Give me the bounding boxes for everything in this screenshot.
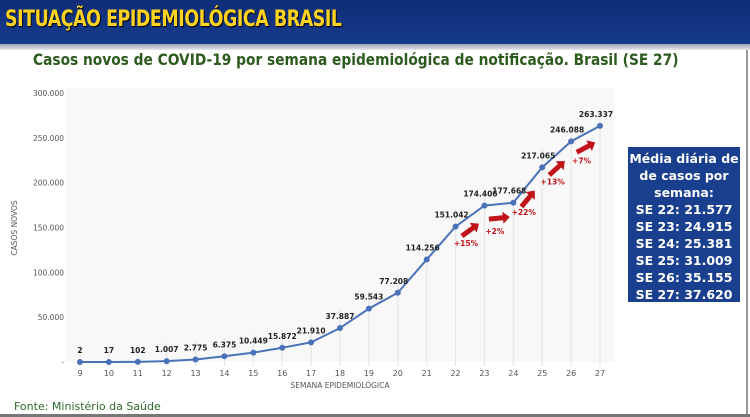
growth-label: +2% — [485, 227, 505, 236]
box-line: Média diária de — [629, 151, 739, 166]
data-point — [163, 358, 170, 365]
growth-label: +22% — [512, 208, 537, 217]
growth-label: +13% — [541, 177, 566, 186]
header-band: SITUAÇÃO EPIDEMIOLÓGICA BRASIL — [0, 0, 750, 44]
data-point — [308, 339, 315, 346]
box-line: SE 26: 35.155 — [635, 270, 733, 285]
growth-arrow-icon — [547, 160, 565, 177]
x-tick-label: 14 — [219, 369, 229, 378]
box-line: SE 23: 24.915 — [635, 219, 733, 234]
x-tick-label: 23 — [479, 369, 489, 378]
x-tick-label: 19 — [364, 369, 374, 378]
growth-arrow-icon — [460, 222, 479, 238]
x-tick-label: 10 — [104, 369, 114, 378]
data-point — [539, 164, 546, 171]
x-tick-label: 27 — [595, 369, 605, 378]
growth-label: +7% — [572, 157, 592, 166]
data-point — [423, 256, 430, 263]
header-divider — [0, 44, 750, 50]
data-point — [250, 349, 257, 356]
x-tick-label: 26 — [566, 369, 576, 378]
frame-border — [746, 50, 748, 414]
data-point — [510, 199, 517, 206]
data-label: 21.910 — [297, 326, 326, 335]
x-tick-label: 24 — [508, 369, 518, 378]
x-tick-label: 13 — [190, 369, 200, 378]
footer-divider — [0, 414, 750, 417]
x-tick-label: 15 — [248, 369, 258, 378]
data-point — [481, 202, 488, 209]
y-tick-label: 300.000 — [33, 89, 64, 98]
x-tick-label: 16 — [277, 369, 287, 378]
box-line: de casos por — [639, 168, 729, 183]
data-point — [134, 358, 141, 365]
data-point — [279, 344, 286, 351]
data-label: 102 — [130, 346, 146, 355]
data-label: 1.007 — [155, 345, 179, 354]
data-label: 246.088 — [550, 125, 584, 134]
data-point — [365, 305, 372, 312]
data-label: 37.887 — [326, 312, 355, 321]
data-point — [394, 289, 401, 296]
x-tick-label: 11 — [133, 369, 143, 378]
box-line: semana: — [654, 185, 714, 200]
y-tick-label: 200.000 — [33, 179, 64, 188]
data-label: 15.872 — [268, 332, 297, 341]
data-point — [337, 325, 343, 332]
box-line: SE 24: 25.381 — [635, 236, 733, 251]
data-label: 10.449 — [239, 337, 268, 346]
data-label: 6.375 — [213, 340, 237, 349]
x-tick-label: 17 — [306, 369, 316, 378]
chart-title: Casos novos de COVID-19 por semana epide… — [33, 50, 679, 69]
box-line: SE 27: 37.620 — [635, 287, 733, 302]
x-tick-label: 20 — [393, 369, 403, 378]
data-label: 17 — [104, 346, 114, 355]
data-label: 151.042 — [434, 211, 468, 220]
data-label: 77.208 — [379, 277, 408, 286]
x-tick-label: 9 — [77, 369, 82, 378]
growth-arrow-icon — [519, 190, 535, 209]
data-label: 217.065 — [521, 151, 555, 160]
growth-arrow-icon — [575, 140, 596, 155]
y-tick-label: - — [61, 358, 64, 367]
x-axis-label: SEMANA EPIDEMIOLÓGICA — [290, 381, 390, 390]
data-point — [452, 223, 459, 230]
y-tick-label: 100.000 — [33, 268, 64, 277]
data-label: 174.406 — [463, 190, 497, 199]
daily-average-box: Média diária de de casos por semana: SE … — [628, 147, 740, 302]
data-point — [77, 358, 83, 365]
data-point — [192, 356, 199, 363]
growth-arrow-icon — [488, 211, 510, 224]
x-tick-label: 25 — [537, 369, 547, 378]
data-label: 59.543 — [354, 293, 383, 302]
data-point — [221, 353, 228, 360]
x-tick-label: 22 — [450, 369, 460, 378]
box-line: SE 25: 31.009 — [635, 253, 733, 268]
data-point — [568, 138, 575, 145]
data-point — [105, 358, 112, 365]
data-label: 2.775 — [184, 344, 208, 353]
x-tick-label: 21 — [422, 369, 432, 378]
data-label: 177.668 — [492, 187, 526, 196]
data-label: 114.256 — [406, 244, 440, 253]
growth-label: +15% — [454, 239, 479, 248]
y-axis-label: CASOS NOVOS — [10, 200, 19, 255]
data-label: 2 — [77, 346, 82, 355]
y-tick-label: 50.000 — [38, 313, 64, 322]
y-tick-label: 250.000 — [33, 134, 64, 143]
x-tick-label: 12 — [162, 369, 172, 378]
slide-title: SITUAÇÃO EPIDEMIOLÓGICA BRASIL — [5, 7, 342, 32]
y-tick-label: 150.000 — [33, 224, 64, 233]
data-point — [597, 122, 603, 129]
source-note: Fonte: Ministério da Saúde — [14, 400, 161, 413]
x-tick-label: 18 — [335, 369, 345, 378]
data-label: 263.337 — [579, 110, 613, 119]
box-line: SE 22: 21.577 — [635, 202, 733, 217]
